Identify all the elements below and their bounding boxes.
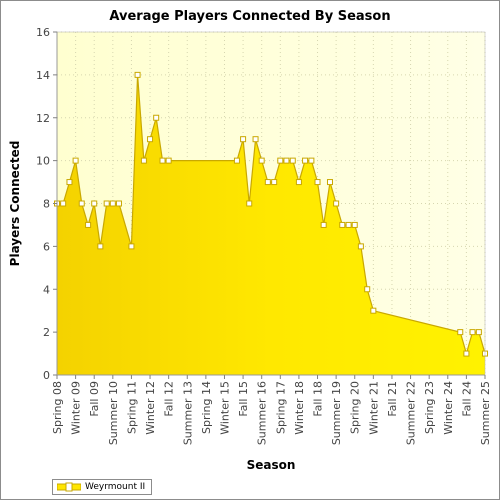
area-layer [57, 74, 486, 375]
data-point [258, 157, 265, 164]
x-tick-label: Spring 11 [125, 381, 138, 434]
data-point [463, 350, 470, 357]
data-point [66, 179, 73, 186]
data-point [364, 286, 371, 293]
x-tick-label: Winter 24 [442, 381, 455, 435]
x-tick-label: Fall 15 [237, 381, 250, 417]
data-point [165, 157, 172, 164]
x-tick-label: Summer 13 [181, 381, 194, 445]
y-tick-label: 16 [36, 26, 50, 39]
y-tick-label: 4 [43, 283, 50, 296]
data-point [72, 157, 79, 164]
x-axis-label: Season [247, 458, 296, 472]
x-tick-label: Fall 12 [163, 381, 176, 417]
data-point [314, 179, 321, 186]
x-tick-label: Winter 15 [218, 381, 231, 435]
data-point [128, 243, 135, 250]
x-tick-label: Spring 08 [51, 381, 64, 434]
data-point [295, 179, 302, 186]
chart-title: Average Players Connected By Season [109, 9, 391, 24]
data-point [326, 179, 333, 186]
x-tick-label: Spring 17 [274, 381, 287, 434]
x-tick-label: Winter 09 [70, 381, 83, 435]
data-point [134, 71, 141, 78]
data-point [308, 157, 315, 164]
y-tick-label: 6 [43, 240, 50, 253]
data-point [97, 243, 104, 250]
data-point [246, 200, 253, 207]
y-tick-label: 2 [43, 326, 50, 339]
x-tick-label: Summer 25 [479, 381, 492, 445]
series-area-fill [57, 74, 485, 375]
data-point [370, 307, 377, 314]
data-point [233, 157, 240, 164]
x-tick-label: Winter 21 [367, 381, 380, 435]
x-tick-label: Fall 18 [312, 381, 325, 417]
data-point [78, 200, 85, 207]
x-tick-label: Fall 24 [460, 381, 473, 417]
data-point [339, 221, 346, 228]
data-point [147, 136, 154, 143]
data-point [333, 200, 340, 207]
x-tick-label: Spring 23 [423, 381, 436, 434]
data-point [252, 136, 259, 143]
axes: 0 2 4 6 8 10 12 14 16 Spring 08 Winter 09 Fall 09 Su… [36, 26, 492, 445]
data-point [475, 329, 482, 336]
x-tick-label: Summer 19 [330, 381, 343, 445]
data-point [159, 157, 166, 164]
y-tick-label: 0 [43, 369, 50, 382]
y-tick-label: 12 [36, 112, 50, 125]
data-point [457, 329, 464, 336]
data-point [357, 243, 364, 250]
x-tick-label: Summer 22 [405, 381, 418, 445]
legend-swatch [57, 482, 81, 492]
data-point [91, 200, 98, 207]
data-point [289, 157, 296, 164]
data-point [271, 179, 278, 186]
y-tick-label: 14 [36, 69, 50, 82]
data-point [320, 221, 327, 228]
data-point [302, 157, 309, 164]
x-tick-label: Winter 12 [144, 381, 157, 435]
data-point [85, 221, 92, 228]
data-point [240, 136, 247, 143]
y-tick-label: 10 [36, 155, 50, 168]
data-point [351, 221, 358, 228]
y-axis-label: Players Connected [8, 141, 22, 267]
x-tick-label: Spring 20 [349, 381, 362, 434]
data-point [115, 200, 122, 207]
data-point [264, 179, 271, 186]
data-point [469, 329, 476, 336]
x-tick-label: Summer 10 [107, 381, 120, 445]
data-point [109, 200, 116, 207]
series-line [57, 74, 486, 356]
data-point [103, 200, 110, 207]
x-tick-label: Fall 21 [386, 381, 399, 417]
data-point [60, 200, 67, 207]
legend: Weyrmount II [52, 479, 153, 495]
x-tick-label: Fall 09 [88, 381, 101, 417]
data-point [153, 114, 160, 121]
data-point [283, 157, 290, 164]
x-tick-label: Winter 18 [293, 381, 306, 435]
data-point [140, 157, 147, 164]
x-tick-label: Spring 14 [200, 381, 213, 434]
x-tick-label: Summer 16 [256, 381, 269, 445]
data-point [345, 221, 352, 228]
legend-label: Weyrmount II [85, 482, 146, 492]
y-tick-label: 8 [43, 198, 50, 211]
data-point [277, 157, 284, 164]
